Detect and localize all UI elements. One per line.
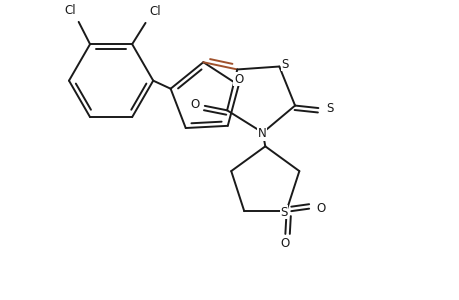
Text: O: O	[280, 237, 289, 250]
Text: S: S	[281, 58, 288, 70]
Text: N: N	[257, 127, 266, 140]
Text: S: S	[325, 101, 333, 115]
Text: S: S	[280, 206, 287, 219]
Text: O: O	[234, 73, 243, 86]
Text: O: O	[316, 202, 325, 215]
Text: Cl: Cl	[64, 4, 76, 17]
Text: Cl: Cl	[149, 5, 161, 18]
Text: O: O	[190, 98, 199, 111]
